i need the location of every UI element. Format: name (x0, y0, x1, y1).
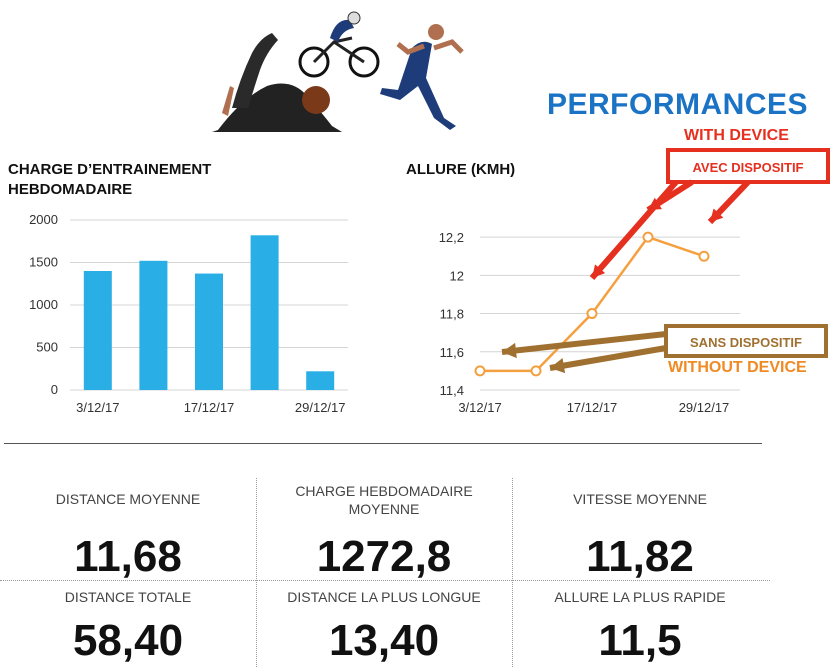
sans-arrow-head (550, 358, 566, 374)
stat-value: 11,82 (586, 532, 694, 581)
avec-dispositif-label: AVEC DISPOSITIF (693, 160, 804, 175)
bar-mark (250, 235, 279, 390)
stat-label: DISTANCE LA PLUS LONGUE (287, 589, 481, 605)
line-y-tick-label: 11,6 (440, 345, 464, 360)
stats-divider-h (0, 580, 770, 581)
sans-arrow-head (502, 342, 517, 359)
stat-charge-hebdo-moyenne: CHARGE HEBDOMADAIRE MOYENNE 1272,8 (256, 482, 512, 582)
cyclist-icon (298, 11, 380, 78)
bar-mark (83, 271, 112, 390)
swimmer-icon (212, 33, 342, 132)
stat-value: 11,5 (598, 616, 682, 665)
sans-arrow-line (549, 345, 667, 371)
avec-arrow-head (648, 197, 662, 210)
line-x-tick-label: 29/12/17 (679, 400, 730, 415)
line-point (642, 231, 654, 243)
bar-chart: 0 500 1000 1500 2000 3/12/17 17/12/17 29/12/17 (29, 212, 348, 415)
bar-mark (195, 273, 223, 390)
line-chart-title: ALLURE (KMH) (406, 161, 516, 178)
avec-arrow-line (589, 180, 679, 280)
stat-value: 11,68 (74, 532, 182, 581)
sans-dispositif-label: SANS DISPOSITIF (690, 335, 802, 350)
stat-label: CHARGE HEBDOMADAIRE MOYENNE (295, 483, 473, 517)
with-device-label: WITH DEVICE (684, 127, 789, 144)
line-point (474, 365, 486, 377)
stat-label: DISTANCE MOYENNE (55, 491, 201, 507)
runner-icon (380, 24, 464, 130)
section-divider (4, 443, 762, 444)
bar-x-tick-label: 17/12/17 (184, 400, 235, 415)
sans-dispositif-box (664, 324, 828, 358)
bar-y-tick-label: 1000 (29, 297, 58, 312)
stat-value: 1272,8 (316, 532, 452, 581)
stat-allure-plus-rapide: ALLURE LA PLUS RAPIDE 11,5 (512, 588, 768, 666)
line-point (586, 308, 598, 320)
line-x-tick-label: 3/12/17 (458, 400, 501, 415)
bar-mark (306, 371, 335, 390)
triathlon-illustration (212, 11, 464, 132)
line-y-tick-label: 11,4 (440, 383, 464, 398)
bar-chart-title: CHARGE D’ENTRAINEMENT HEBDOMADAIRE (8, 161, 212, 198)
stat-label: VITESSE MOYENNE (573, 491, 707, 507)
line-y-tick-label: 12,2 (439, 230, 464, 245)
bar-y-tick-label: 1500 (29, 255, 58, 270)
stat-value: 13,40 (328, 616, 440, 665)
avec-arrow-head (592, 264, 606, 278)
stat-label: DISTANCE TOTALE (64, 589, 192, 605)
bar-y-tick-label: 500 (36, 340, 58, 355)
stat-label: ALLURE LA PLUS RAPIDE (554, 589, 726, 605)
stat-distance-totale: DISTANCE TOTALE 58,40 (0, 588, 256, 666)
performances-title: PERFORMANCES (547, 88, 809, 121)
stat-value: 58,40 (72, 616, 184, 665)
line-x-tick-label: 17/12/17 (567, 400, 618, 415)
line-y-tick-label: 11,8 (440, 307, 464, 322)
stat-distance-plus-longue: DISTANCE LA PLUS LONGUE 13,40 (256, 588, 512, 666)
bar-y-tick-label: 0 (51, 382, 58, 397)
stat-distance-moyenne: DISTANCE MOYENNE 11,68 (0, 490, 256, 582)
stats-divider-v2 (512, 478, 513, 667)
stat-vitesse-moyenne: VITESSE MOYENNE 11,82 (512, 490, 768, 582)
bar-y-tick-label: 2000 (29, 212, 58, 227)
line-point (530, 365, 542, 377)
line-point (698, 250, 710, 262)
avec-arrow-head (710, 208, 724, 222)
sans-arrow-line (501, 331, 667, 355)
line-y-tick-label: 12 (450, 268, 464, 283)
bar-x-tick-label: 3/12/17 (76, 400, 119, 415)
line-chart: 11,4 11,6 11,8 12 12,2 3/12/17 17/12/17 29/12/1… (439, 148, 830, 415)
bar-mark (139, 260, 168, 390)
without-device-label: WITHOUT DEVICE (668, 359, 807, 376)
bar-x-tick-label: 29/12/17 (295, 400, 346, 415)
stats-divider-v1 (256, 478, 257, 667)
